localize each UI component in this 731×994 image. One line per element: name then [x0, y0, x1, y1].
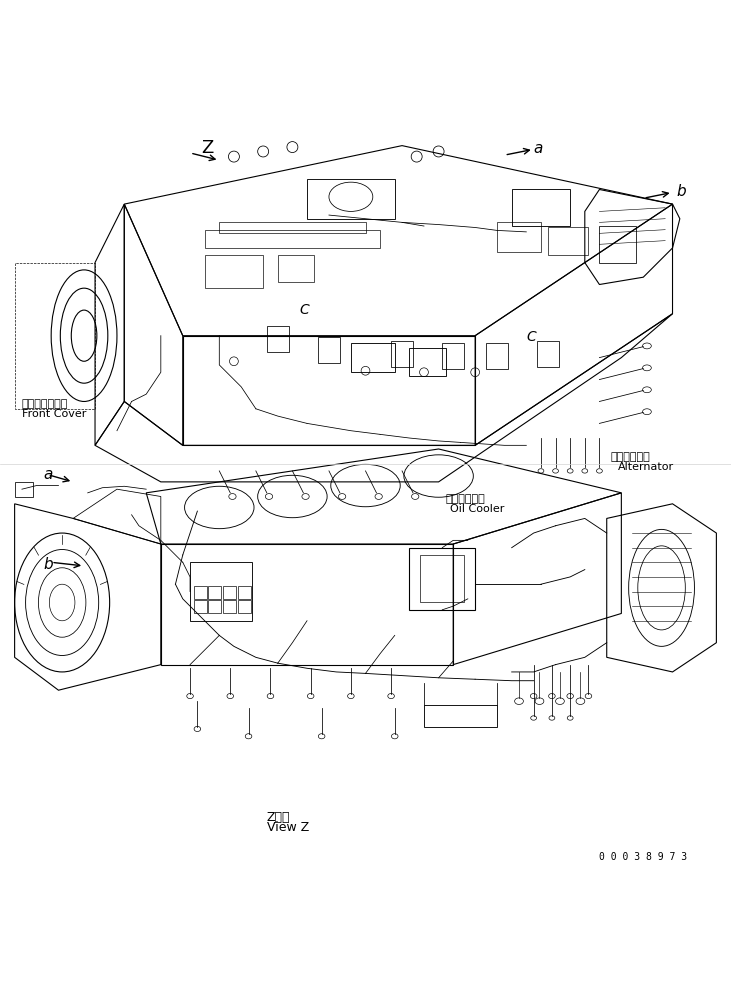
Text: b: b [676, 184, 686, 199]
Bar [194, 600, 207, 614]
Bar [223, 586, 236, 599]
Bar [537, 342, 559, 368]
Text: Z: Z [201, 139, 213, 157]
Text: View Z: View Z [267, 821, 309, 834]
Text: Front Cover: Front Cover [22, 409, 86, 418]
Bar [267, 327, 289, 353]
Text: C: C [526, 329, 536, 343]
Bar [512, 190, 570, 227]
Bar [486, 344, 508, 370]
Text: b: b [44, 557, 53, 572]
Text: Oil Cooler: Oil Cooler [450, 504, 504, 514]
Bar [208, 600, 221, 614]
Bar [190, 563, 252, 621]
Text: オイルクーラ: オイルクーラ [446, 493, 485, 503]
Bar [318, 338, 340, 364]
Bar [351, 344, 395, 373]
Bar [238, 586, 251, 599]
Bar [278, 255, 314, 283]
Bar [223, 600, 236, 614]
Bar [442, 344, 464, 370]
Bar [497, 223, 541, 252]
Bar [409, 548, 475, 610]
Bar [420, 556, 464, 603]
Text: Z　視: Z 視 [267, 810, 290, 823]
Text: a: a [44, 466, 53, 481]
Text: 0 0 0 3 8 9 7 3: 0 0 0 3 8 9 7 3 [599, 851, 688, 861]
Bar [15, 482, 33, 497]
Bar [409, 349, 446, 377]
Text: オルタネータ: オルタネータ [610, 451, 650, 461]
Text: フロントカバー: フロントカバー [22, 399, 68, 409]
Bar [307, 179, 395, 220]
Bar [208, 586, 221, 599]
Bar [599, 227, 636, 263]
Bar [238, 600, 251, 614]
Bar [548, 229, 588, 256]
Bar [205, 231, 380, 248]
Text: Alternator: Alternator [618, 461, 674, 471]
Text: C: C [300, 303, 309, 317]
Bar [219, 223, 366, 235]
Text: a: a [534, 140, 543, 155]
Bar [194, 586, 207, 599]
Bar [205, 256, 263, 289]
Bar [391, 342, 413, 368]
